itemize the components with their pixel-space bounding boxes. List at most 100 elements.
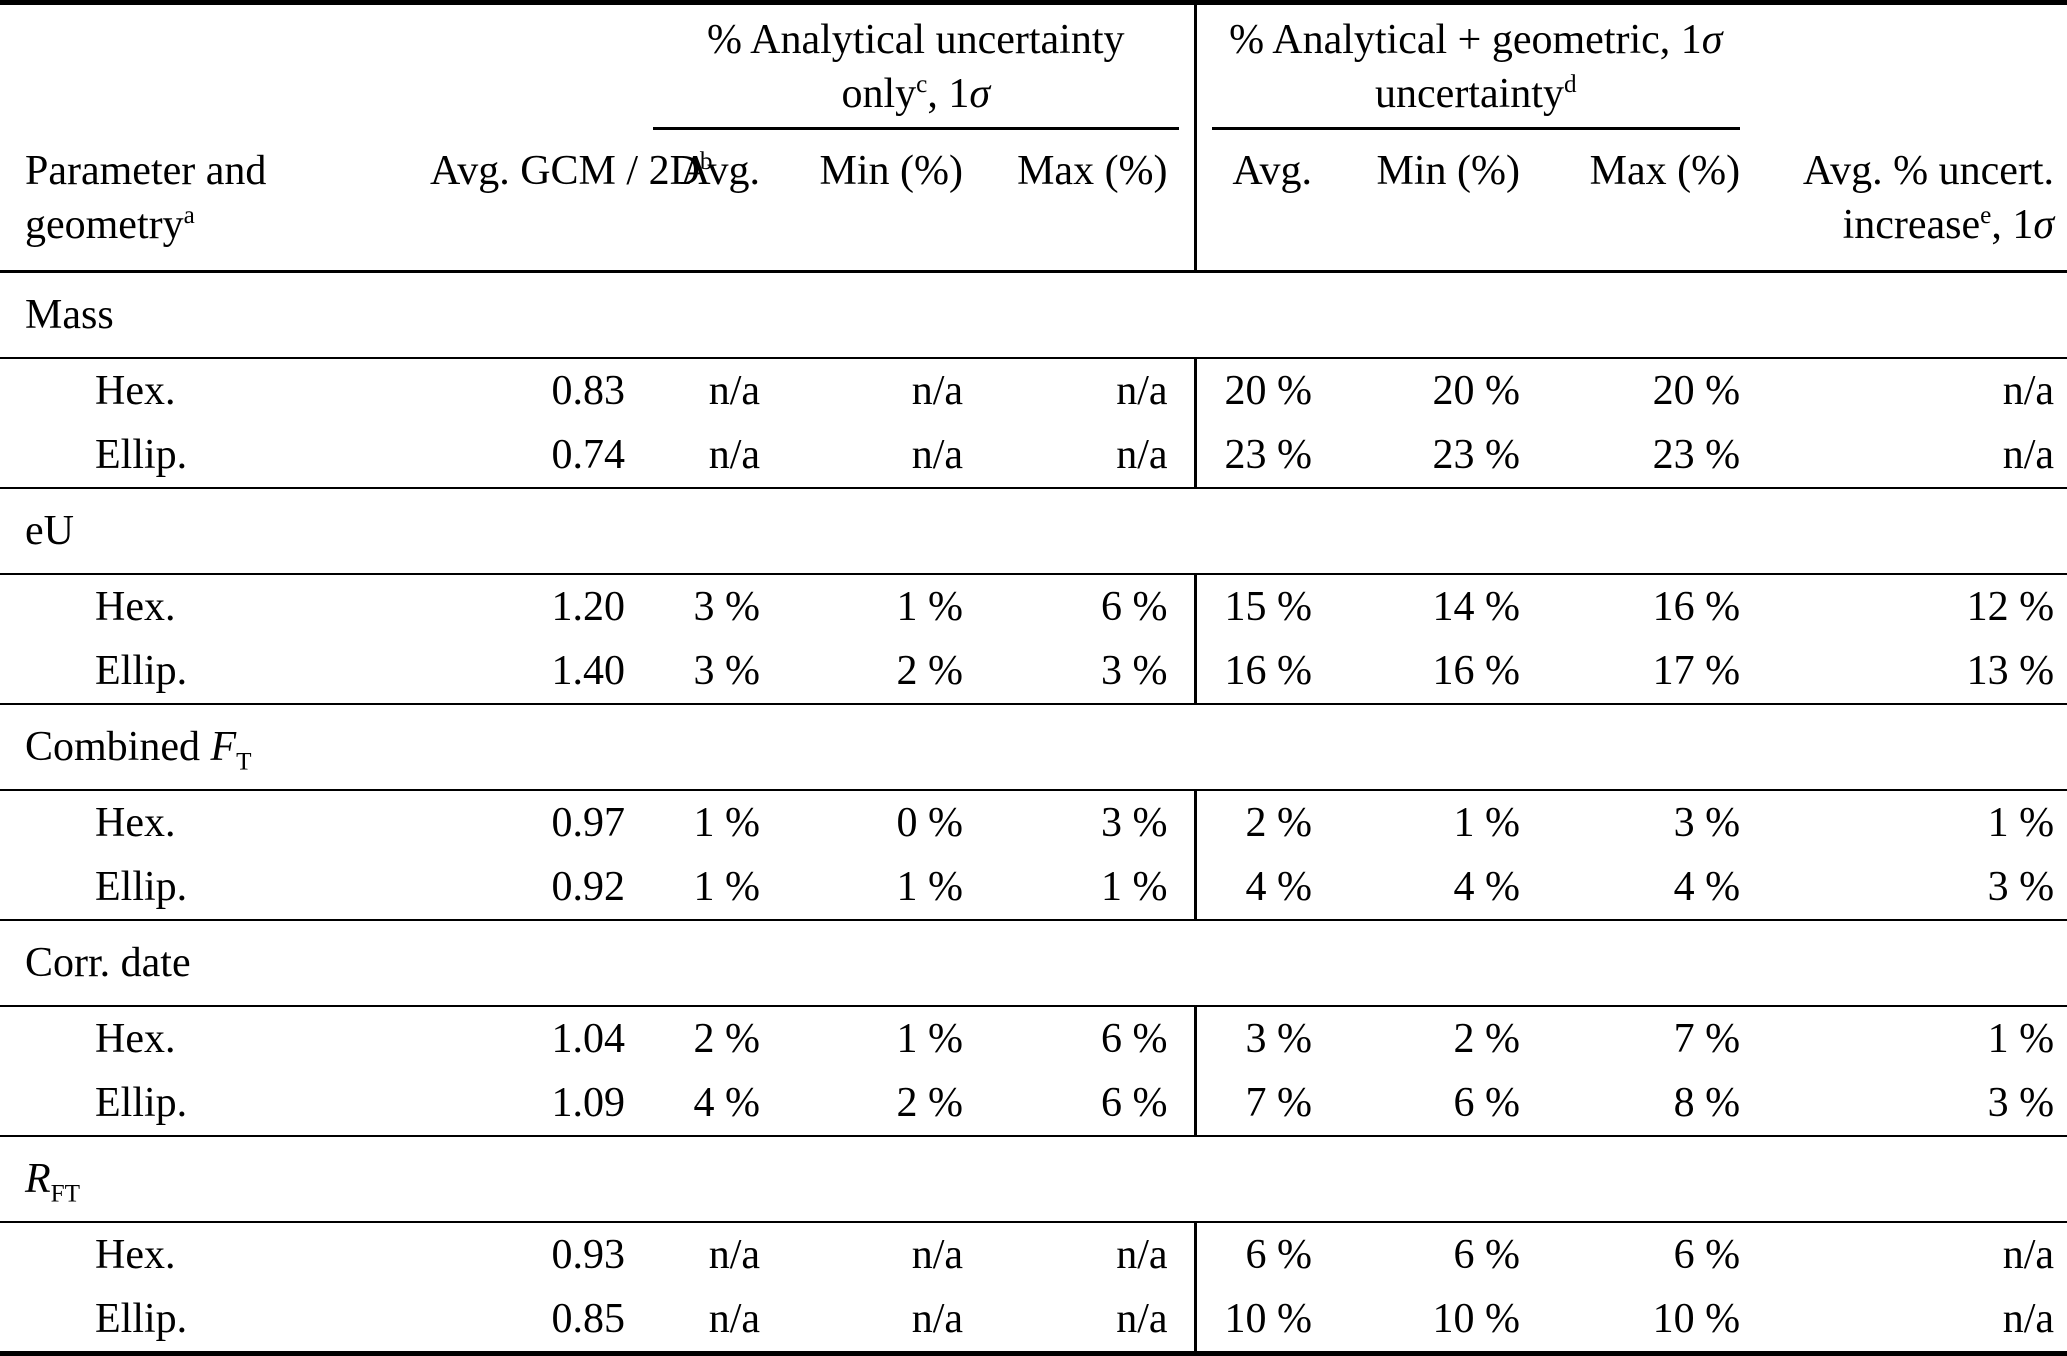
group-geometric-line2: uncertaintyd <box>1375 71 1577 117</box>
cell-avg-gcm-2d: 0.93 <box>551 1232 626 1278</box>
table-row: Ellip. 0.85 n/a n/a n/a 10 % 10 % 10 % n… <box>0 1287 2067 1354</box>
cell-avg-gcm-2d: 0.97 <box>551 800 626 846</box>
cell-analytical-max: 6 % <box>1101 1016 1168 1062</box>
cell-uncert-increase: n/a <box>2002 368 2055 414</box>
cell-geometric-min: 1 % <box>1453 800 1521 846</box>
cell-geometric-max: 4 % <box>1673 864 1741 910</box>
cell-geometry-name: Hex. <box>95 368 176 414</box>
table-row: Ellip. 1.40 3 % 2 % 3 % 16 % 16 % 17 % 1… <box>0 639 2067 704</box>
cell-geometric-min: 10 % <box>1432 1296 1521 1342</box>
cell-geometric-avg: 3 % <box>1193 1006 1313 1071</box>
cell-geometric-min: 16 % <box>1432 648 1521 694</box>
cell-analytical-min: 1 % <box>896 584 964 630</box>
table-body: Mass Hex. 0.83 n/a n/a n/a 20 % 20 % 20 … <box>0 270 2067 1354</box>
cell-geometric-min: 2 % <box>1453 1016 1521 1062</box>
cell-analytical-min: 2 % <box>896 1080 964 1126</box>
cell-geometric-avg: 10 % <box>1193 1287 1313 1354</box>
table-row: Hex. 0.97 1 % 0 % 3 % 2 % 1 % 3 % 1 % <box>0 790 2067 855</box>
cell-geometry-name: Hex. <box>95 1232 176 1278</box>
section-label: Combined FT <box>0 703 2067 791</box>
cell-analytical-avg: 4 % <box>693 1080 761 1126</box>
col-header-analytical-min: Min (%) <box>760 130 963 273</box>
group-header-analytical: % Analytical uncertainty onlyc, 1σ <box>625 3 1195 130</box>
cell-analytical-avg: 3 % <box>693 648 761 694</box>
cell-geometry-name: Hex. <box>95 800 176 846</box>
cell-analytical-min: 1 % <box>896 1016 964 1062</box>
col-header-analytical-avg: Avg. <box>625 130 760 273</box>
column-header-row: Parameter and geometrya Avg. GCM / 2Db A… <box>0 130 2067 273</box>
cell-geometric-min: 14 % <box>1432 584 1521 630</box>
cell-uncert-increase: n/a <box>2002 432 2055 478</box>
cell-analytical-min: n/a <box>911 1232 963 1278</box>
cell-analytical-avg: 2 % <box>693 1016 761 1062</box>
cell-geometry-name: Hex. <box>95 1016 176 1062</box>
cell-analytical-max: 6 % <box>1101 584 1168 630</box>
col-header-uncert-increase: Avg. % uncert. increasee, 1σ <box>1740 130 2067 273</box>
group-header-spacer-left <box>0 3 625 131</box>
cell-avg-gcm-2d: 0.83 <box>551 368 626 414</box>
cell-analytical-min: n/a <box>911 1296 963 1342</box>
cell-uncert-increase: 1 % <box>1987 1016 2055 1062</box>
cell-geometric-min: 6 % <box>1453 1232 1521 1278</box>
cell-geometric-avg: 23 % <box>1193 423 1313 488</box>
cell-geometry-name: Ellip. <box>95 864 188 910</box>
cell-avg-gcm-2d: 1.40 <box>551 648 626 694</box>
group-header-row: % Analytical uncertainty onlyc, 1σ % Ana… <box>0 2 2067 131</box>
col-header-avg-gcm-2d: Avg. GCM / 2Db <box>430 130 713 273</box>
cell-analytical-avg: 1 % <box>693 800 761 846</box>
cell-analytical-avg: 3 % <box>693 584 761 630</box>
cell-geometric-min: 20 % <box>1432 368 1521 414</box>
cell-analytical-avg: 1 % <box>693 864 761 910</box>
table-row: Ellip. 0.92 1 % 1 % 1 % 4 % 4 % 4 % 3 % <box>0 855 2067 920</box>
cell-analytical-max: n/a <box>1116 368 1168 414</box>
cell-avg-gcm-2d: 1.04 <box>551 1016 626 1062</box>
cell-geometry-name: Ellip. <box>95 432 188 478</box>
cell-analytical-min: n/a <box>911 432 963 478</box>
section-label: Mass <box>0 270 2067 359</box>
cell-geometric-avg: 20 % <box>1193 358 1313 423</box>
section-label-row: RFT <box>0 1135 2067 1223</box>
cell-geometric-avg: 4 % <box>1193 855 1313 920</box>
table-row: Ellip. 0.74 n/a n/a n/a 23 % 23 % 23 % n… <box>0 423 2067 488</box>
cell-geometric-min: 6 % <box>1453 1080 1521 1126</box>
cell-geometric-min: 4 % <box>1453 864 1521 910</box>
cell-analytical-avg: n/a <box>708 1232 760 1278</box>
col-header-geometric-avg: Avg. <box>1193 130 1313 273</box>
cell-geometry-name: Hex. <box>95 584 176 630</box>
cell-geometric-max: 6 % <box>1673 1232 1741 1278</box>
group-header-geometric: % Analytical + geometric, 1σ uncertainty… <box>1193 2 1741 130</box>
section-label: eU <box>0 487 2067 575</box>
cell-geometric-avg: 16 % <box>1193 639 1313 704</box>
group-header-spacer-right <box>1740 3 2067 131</box>
cell-analytical-max: 6 % <box>1101 1080 1168 1126</box>
table-row: Hex. 0.93 n/a n/a n/a 6 % 6 % 6 % n/a <box>0 1222 2067 1287</box>
cell-geometric-max: 20 % <box>1652 368 1741 414</box>
col-header-geometric-min: Min (%) <box>1312 130 1521 273</box>
cell-analytical-avg: n/a <box>708 1296 760 1342</box>
cell-geometry-name: Ellip. <box>95 1296 188 1342</box>
cell-uncert-increase: 12 % <box>1966 584 2055 630</box>
cell-uncert-increase: n/a <box>2002 1296 2055 1342</box>
cell-geometric-max: 17 % <box>1652 648 1741 694</box>
cell-analytical-max: n/a <box>1116 1296 1168 1342</box>
cell-geometry-name: Ellip. <box>95 1080 188 1126</box>
cell-analytical-max: 1 % <box>1101 864 1168 910</box>
cell-geometric-max: 23 % <box>1652 432 1741 478</box>
cell-analytical-min: 1 % <box>896 864 964 910</box>
cell-avg-gcm-2d: 1.20 <box>551 584 626 630</box>
cell-uncert-increase: n/a <box>2002 1232 2055 1278</box>
cell-geometry-name: Ellip. <box>95 648 188 694</box>
section-label-row: Corr. date <box>0 919 2067 1007</box>
section-label-row: Mass <box>0 270 2067 359</box>
section-label: RFT <box>0 1135 2067 1223</box>
cell-avg-gcm-2d: 0.74 <box>551 432 626 478</box>
cell-analytical-avg: n/a <box>708 432 760 478</box>
col-header-parameter-geometry: Parameter and geometrya <box>0 130 430 273</box>
cell-analytical-min: 2 % <box>896 648 964 694</box>
col-header-analytical-max: Max (%) <box>963 130 1196 273</box>
cell-uncert-increase: 3 % <box>1987 864 2055 910</box>
cell-analytical-max: n/a <box>1116 432 1168 478</box>
group-geometric-line1: % Analytical + geometric, 1σ <box>1229 17 1723 63</box>
cell-analytical-avg: n/a <box>708 368 760 414</box>
